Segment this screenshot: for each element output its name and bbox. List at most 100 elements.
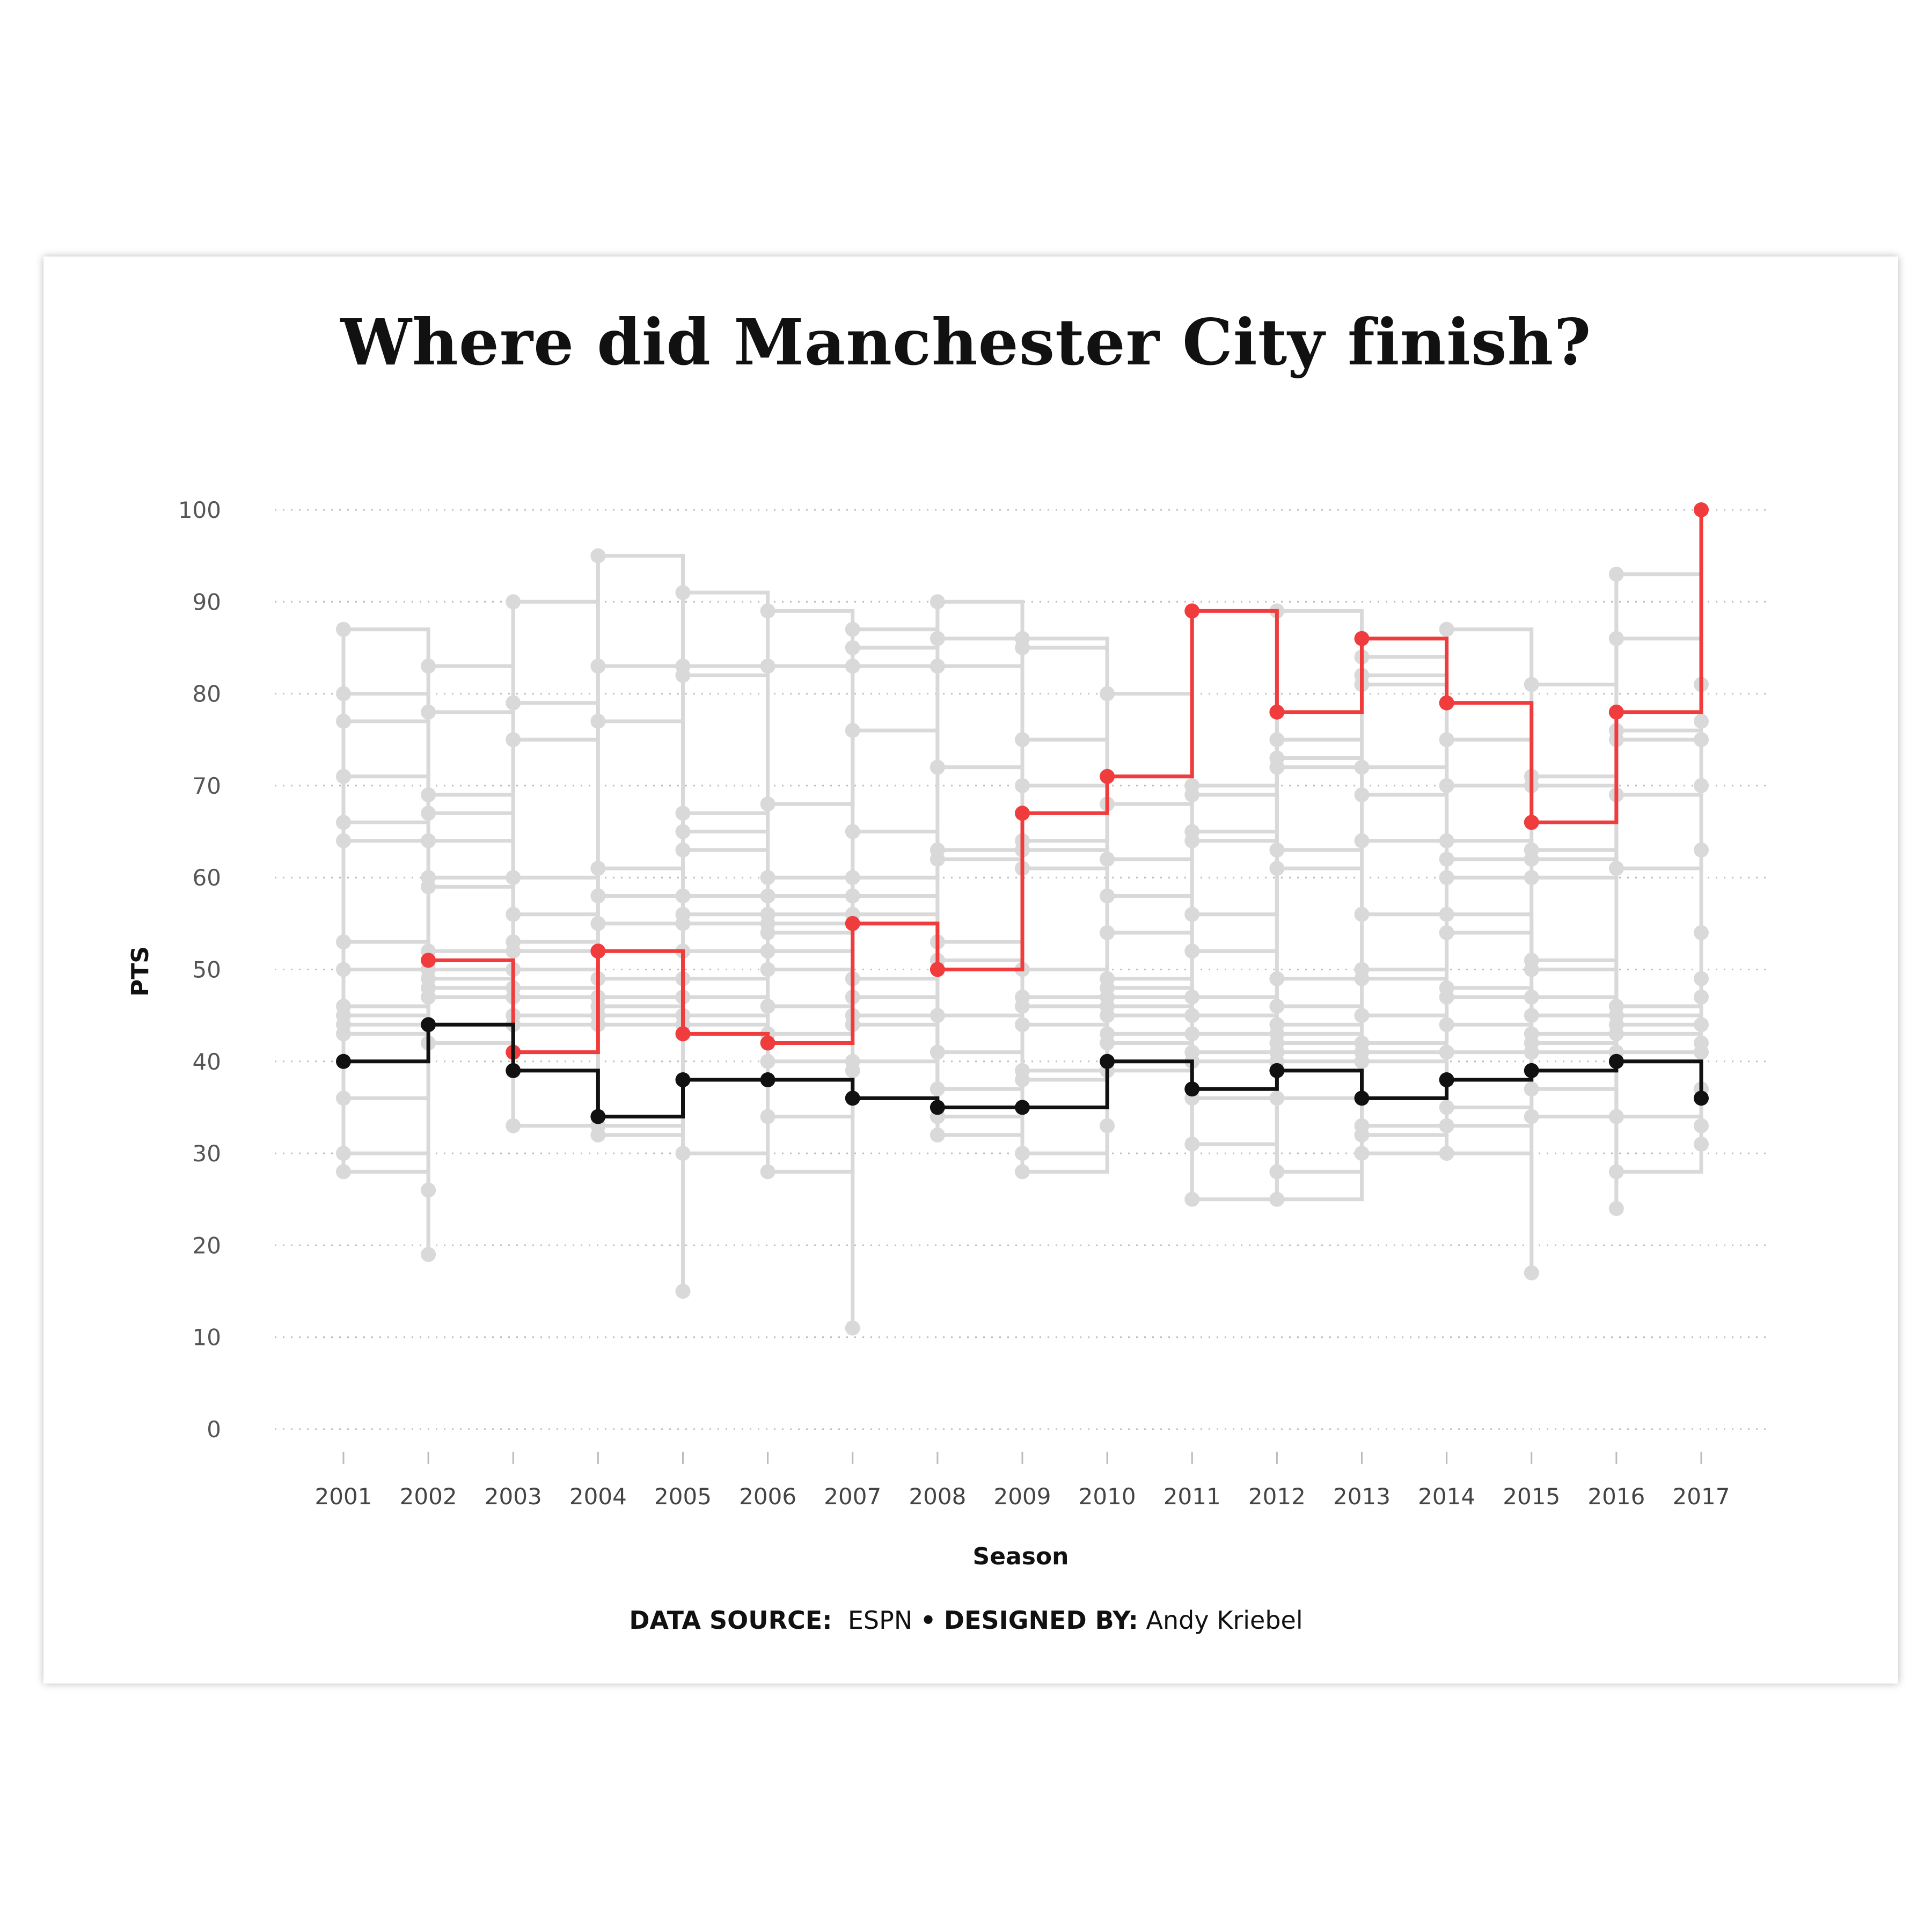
series-1-point <box>1015 1100 1030 1115</box>
other-team-step <box>1192 1052 1279 1100</box>
other-team-point <box>1015 1072 1030 1088</box>
other-team-step <box>1277 675 1364 742</box>
other-team-point <box>1439 1100 1454 1115</box>
other-team-point <box>930 594 945 610</box>
other-team-step <box>1531 868 1619 880</box>
other-team-step <box>767 896 855 926</box>
series-0-point <box>1269 704 1285 720</box>
x-tick-label: 2009 <box>994 1483 1051 1510</box>
other-team-point <box>845 658 860 674</box>
series-1-point <box>1694 1091 1709 1106</box>
x-tick-label: 2016 <box>1587 1483 1645 1510</box>
other-team-step <box>428 811 515 878</box>
other-team-step <box>428 740 515 797</box>
other-team-step <box>1107 1031 1194 1062</box>
other-team-step <box>1616 1059 1703 1089</box>
chart-title: Where did Manchester City finish? <box>340 305 1592 379</box>
other-team-point <box>1015 1017 1030 1033</box>
other-team-point <box>1015 1164 1030 1180</box>
other-team-point <box>1694 1017 1709 1033</box>
other-team-step <box>937 1006 1024 1055</box>
other-team-step <box>598 831 685 898</box>
other-team-step <box>1616 866 1703 933</box>
series-0-point <box>760 1035 775 1051</box>
other-team-point <box>421 879 436 895</box>
other-team-point <box>421 833 436 848</box>
other-team-step <box>1362 997 1449 1018</box>
other-team-point <box>930 1044 945 1060</box>
other-team-point <box>506 594 521 610</box>
other-team-step <box>1277 1153 1364 1202</box>
x-tick-label: 2007 <box>824 1483 881 1510</box>
other-team-step <box>513 868 600 880</box>
designer-label: DESIGNED BY: <box>943 1606 1138 1635</box>
other-team-step <box>1362 765 1449 841</box>
series-0-point <box>1015 806 1030 821</box>
y-tick-label: 50 <box>193 957 221 983</box>
other-team-step <box>343 887 430 944</box>
other-team-point <box>1354 1053 1370 1069</box>
other-team-step <box>513 968 600 979</box>
other-team-point <box>1354 759 1370 775</box>
other-team-step <box>1277 840 1364 870</box>
x-tick-label: 2004 <box>569 1483 627 1510</box>
other-team-point <box>1100 1118 1115 1133</box>
other-team-step <box>1107 1069 1194 1199</box>
other-team-point <box>675 824 691 839</box>
x-tick-label: 2017 <box>1673 1483 1730 1510</box>
x-tick-label: 2002 <box>400 1483 457 1510</box>
other-team-point <box>1439 906 1454 922</box>
y-tick-label: 100 <box>178 497 221 523</box>
other-team-step <box>1022 646 1109 804</box>
other-team-step <box>1022 1004 1109 1016</box>
other-team-point <box>760 943 775 959</box>
other-team-point <box>1269 861 1285 876</box>
other-team-point <box>675 888 691 904</box>
other-team-point <box>845 824 860 839</box>
other-team-step <box>1192 1061 1279 1146</box>
other-team-step <box>343 719 430 795</box>
other-team-step <box>1107 840 1194 898</box>
other-team-step <box>767 831 855 898</box>
other-team-step <box>513 896 600 917</box>
other-team-point <box>1184 833 1200 848</box>
other-team-point <box>336 713 351 729</box>
other-team-point <box>930 759 945 775</box>
other-team-step <box>428 986 515 1016</box>
other-team-step <box>767 1024 855 1036</box>
other-team-step <box>1531 1115 1619 1209</box>
x-tick-label: 2014 <box>1418 1483 1475 1510</box>
other-team-step <box>937 1024 1024 1091</box>
other-team-step <box>937 664 1024 740</box>
series-0-point <box>1184 603 1200 619</box>
other-team-point <box>760 999 775 1014</box>
other-team-point <box>336 686 351 701</box>
series-0-point <box>675 1026 691 1042</box>
other-team-point <box>1354 1008 1370 1023</box>
other-team-point <box>1015 1146 1030 1161</box>
other-team-point <box>675 806 691 821</box>
series-0-point <box>1439 695 1454 711</box>
other-team-step <box>852 859 940 880</box>
other-team-point <box>1100 851 1115 867</box>
highlight-series-layer <box>336 502 1709 1124</box>
other-team-step <box>1446 995 1534 1016</box>
other-team-step <box>1446 1089 1534 1109</box>
other-team-step <box>937 868 1024 944</box>
x-tick-label: 2003 <box>485 1483 542 1510</box>
other-team-point <box>845 1320 860 1336</box>
other-team-point <box>675 1284 691 1299</box>
other-team-step <box>1362 977 1449 988</box>
other-team-step <box>598 997 685 1027</box>
other-team-step <box>1362 932 1449 971</box>
other-team-point <box>1694 1136 1709 1152</box>
other-team-point <box>506 943 521 959</box>
series-0-point <box>590 943 606 959</box>
other-team-step <box>1192 611 1279 788</box>
other-team-point <box>336 833 351 848</box>
other-team-point <box>1694 989 1709 1005</box>
x-tick-label: 2005 <box>654 1483 712 1510</box>
other-team-step <box>1022 1070 1109 1155</box>
other-team-point <box>1269 971 1285 986</box>
